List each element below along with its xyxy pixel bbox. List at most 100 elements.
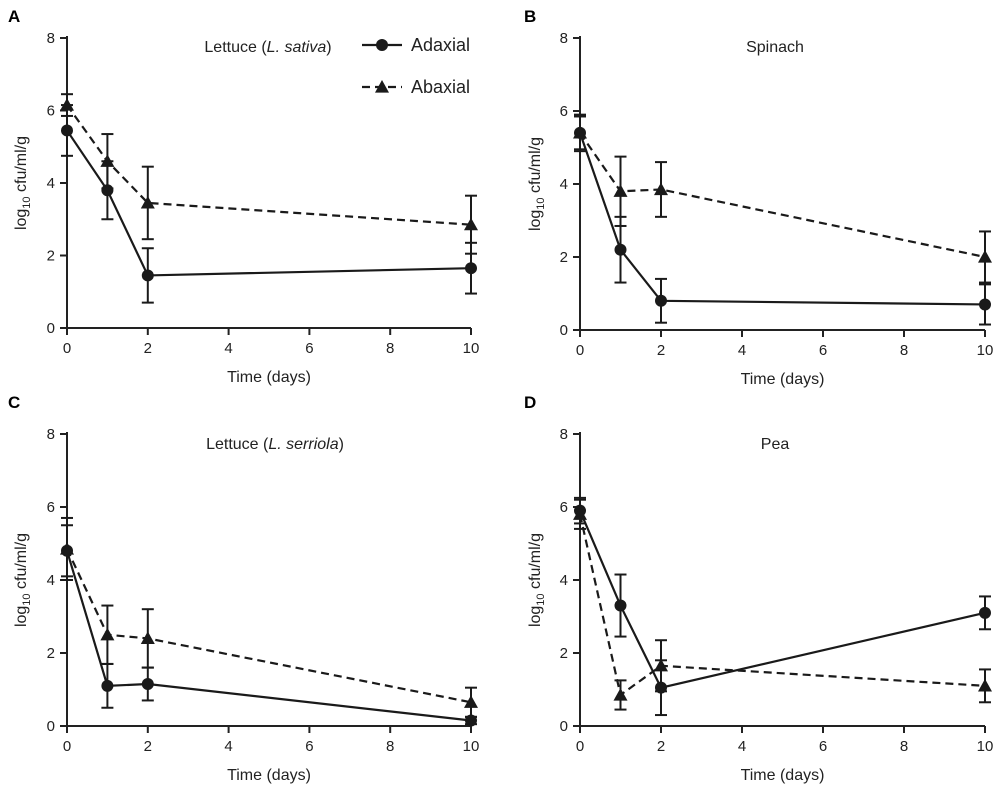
- x-tick-label: 8: [386, 340, 394, 357]
- x-axis-label: Time (days): [741, 767, 825, 784]
- panel-title: Lettuce (L. sativa): [204, 39, 331, 56]
- data-point: [141, 678, 154, 691]
- x-tick-label: 2: [657, 342, 665, 359]
- y-tick-label: 2: [560, 249, 568, 266]
- y-tick-label: 8: [47, 30, 55, 47]
- y-tick-label: 6: [47, 103, 55, 120]
- y-tick-label: 6: [47, 499, 55, 516]
- panel-title: Spinach: [746, 39, 804, 56]
- panel-label: C: [8, 393, 20, 412]
- y-tick-label: 6: [560, 499, 568, 516]
- legend-marker: [376, 39, 388, 51]
- data-point: [140, 631, 155, 644]
- data-point: [61, 124, 73, 137]
- y-tick-label: 2: [560, 645, 568, 662]
- panel-label: B: [524, 7, 536, 26]
- panel-title: Pea: [761, 436, 790, 453]
- x-tick-label: 10: [977, 738, 994, 755]
- y-tick-label: 4: [47, 572, 55, 589]
- series-abaxial: [60, 93, 478, 255]
- panel-label: D: [524, 393, 536, 412]
- series-line: [578, 514, 986, 697]
- data-point: [613, 184, 628, 197]
- x-tick-label: 0: [63, 340, 71, 357]
- x-tick-label: 10: [463, 738, 480, 755]
- y-tick-label: 4: [47, 175, 55, 192]
- data-point: [654, 182, 668, 196]
- data-point: [100, 627, 115, 641]
- y-tick-label: 0: [47, 320, 55, 337]
- data-point: [101, 184, 114, 197]
- data-point: [978, 678, 992, 692]
- data-point: [979, 298, 991, 311]
- y-tick-label: 2: [47, 645, 55, 662]
- data-point: [60, 541, 74, 555]
- y-tick-label: 8: [560, 30, 568, 47]
- data-point: [614, 599, 627, 612]
- y-axis-label: log10 cfu/ml/g: [13, 136, 33, 230]
- y-tick-label: 0: [47, 718, 55, 735]
- data-point: [978, 250, 992, 263]
- series-line: [578, 132, 986, 306]
- x-tick-label: 0: [576, 738, 584, 755]
- x-tick-label: 10: [977, 342, 994, 359]
- x-tick-label: 2: [657, 738, 665, 755]
- series-abaxial: [573, 498, 992, 711]
- series-adaxial: [61, 104, 477, 304]
- series-line: [66, 129, 472, 277]
- y-tick-label: 6: [560, 103, 568, 120]
- legend: Adaxial Abaxial: [362, 35, 470, 97]
- data-point: [464, 695, 478, 708]
- data-point: [979, 606, 991, 619]
- series-adaxial: [574, 113, 991, 326]
- panel-d: D 0 2 4 6 8 0 2 4 6 8 10 Time (days) log10 cfu/ml/g Pe…: [524, 393, 993, 784]
- series-abaxial: [573, 115, 992, 284]
- data-point: [654, 658, 668, 672]
- series-line: [578, 510, 986, 689]
- x-tick-label: 2: [144, 340, 152, 357]
- x-tick-label: 8: [900, 738, 908, 755]
- data-point: [100, 154, 115, 167]
- series-adaxial: [61, 524, 477, 727]
- x-tick-label: 6: [819, 342, 827, 359]
- x-tick-label: 4: [738, 738, 746, 755]
- x-tick-label: 0: [576, 342, 584, 359]
- data-point: [614, 243, 627, 256]
- x-axis-label: Time (days): [227, 369, 311, 386]
- x-tick-label: 4: [738, 342, 746, 359]
- x-tick-label: 2: [144, 738, 152, 755]
- y-tick-label: 8: [560, 426, 568, 443]
- legend-marker: [375, 80, 389, 93]
- y-tick-label: 0: [560, 718, 568, 735]
- legend-label: Abaxial: [411, 77, 470, 97]
- panel-c: C 0 2 4 6 8 0 2 4 6 8 10 Time (days) log10 cfu/ml/g Le…: [8, 393, 479, 784]
- data-point: [464, 217, 478, 231]
- data-point: [465, 262, 477, 275]
- x-axis-label: Time (days): [227, 767, 311, 784]
- x-tick-label: 4: [224, 738, 232, 755]
- series-line: [579, 132, 986, 259]
- data-point: [655, 294, 667, 307]
- y-axis-label: log10 cfu/ml/g: [527, 533, 547, 627]
- x-tick-label: 10: [463, 340, 480, 357]
- x-axis-label: Time (days): [741, 371, 825, 388]
- data-point: [140, 195, 155, 209]
- series-abaxial: [60, 516, 478, 718]
- data-point: [573, 507, 587, 520]
- panel-a: A 0 2 4 6 8 0 2 4 6 8 10 Time (days) log10 cfu/ml/g Le…: [8, 7, 479, 386]
- x-tick-label: 6: [819, 738, 827, 755]
- series-line: [66, 548, 472, 704]
- panel-title: Lettuce (L. serriola): [206, 436, 344, 453]
- x-tick-label: 0: [63, 738, 71, 755]
- series-line: [65, 550, 472, 722]
- series-adaxial: [574, 496, 991, 717]
- data-point: [613, 687, 628, 701]
- y-tick-label: 0: [560, 322, 568, 339]
- data-point: [101, 679, 114, 692]
- data-point: [141, 269, 154, 282]
- y-axis-label: log10 cfu/ml/g: [13, 533, 33, 627]
- x-tick-label: 8: [900, 342, 908, 359]
- panel-label: A: [8, 7, 20, 26]
- y-tick-label: 8: [47, 426, 55, 443]
- y-axis-label: log10 cfu/ml/g: [527, 137, 547, 231]
